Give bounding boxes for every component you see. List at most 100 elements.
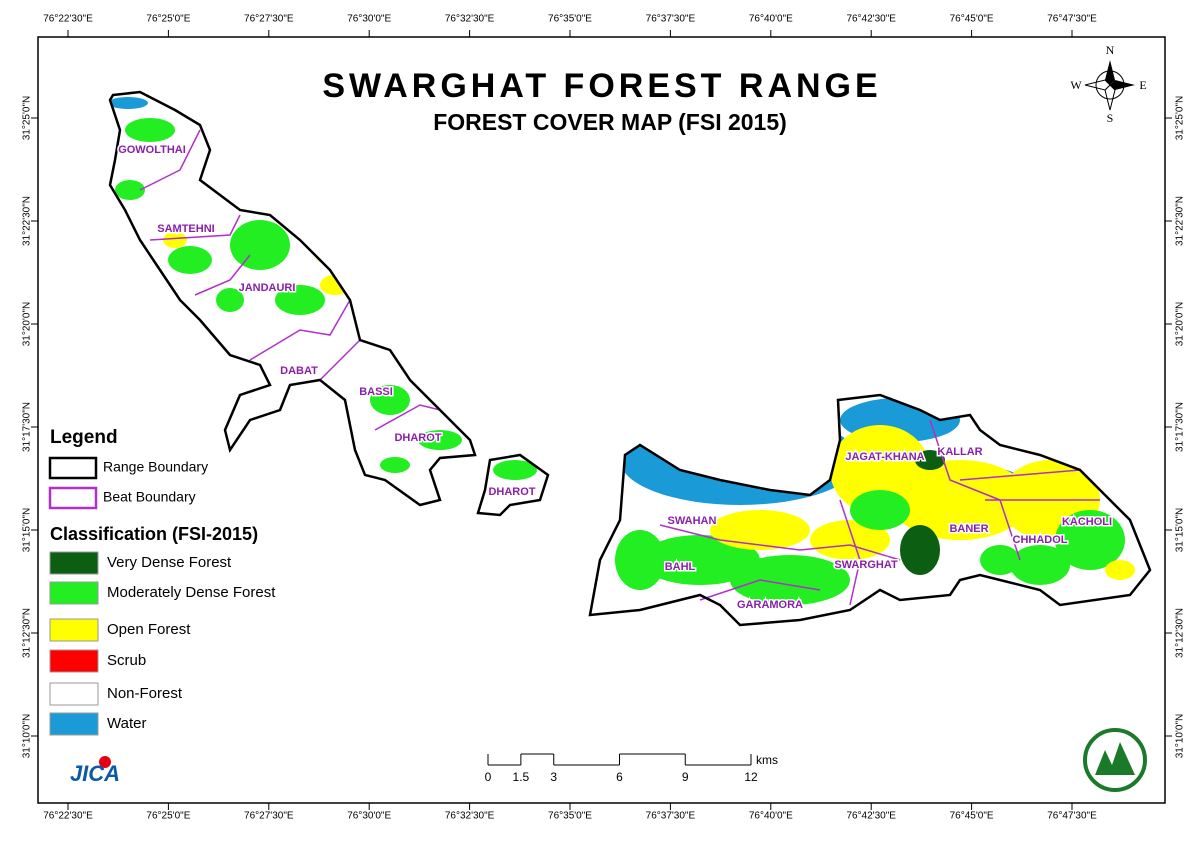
beat-label: GOWOLTHAI <box>118 144 186 156</box>
compass-e: E <box>1139 78 1146 92</box>
longitude-label: 76°32'30"E <box>445 811 495 822</box>
cover-patch <box>810 520 890 560</box>
beat-label: GARAMORA <box>737 599 803 611</box>
longitude-label: 76°25'0"E <box>146 14 190 25</box>
latitude-label: 31°15'0"N <box>1175 508 1186 553</box>
longitude-label: 76°40'0"E <box>749 14 793 25</box>
cover-patch <box>380 457 410 473</box>
longitude-label: 76°32'30"E <box>445 14 495 25</box>
latitude-label: 31°22'30"N <box>1175 196 1186 246</box>
legend-swatch <box>49 649 99 673</box>
cover-patch <box>1010 545 1070 585</box>
beat-label: DHAROT <box>488 486 535 498</box>
cover-patches <box>493 460 537 480</box>
cover-patch <box>1055 510 1125 570</box>
beat-label: BAHL <box>665 561 696 573</box>
longitude-label: 76°22'30"E <box>43 811 93 822</box>
latitude-label: 31°25'0"N <box>1175 96 1186 141</box>
beat-boundary <box>959 469 1081 481</box>
latitude-label: 31°15'0"N <box>22 508 33 553</box>
compass-n: N <box>1106 43 1115 57</box>
range-boundary <box>476 453 550 517</box>
cover-patch <box>850 490 910 530</box>
beat-label: SWAHAN <box>668 515 717 527</box>
compass: N S W E <box>1070 43 1146 125</box>
scale-label: 0 <box>485 770 492 784</box>
legend-label: Water <box>107 715 146 732</box>
cover-patch <box>230 220 290 270</box>
latitude-label: 31°20'0"N <box>1175 302 1186 347</box>
dept-logo <box>1083 728 1147 792</box>
legend-swatch <box>49 618 99 642</box>
cover-patch <box>110 97 148 109</box>
cover-patch <box>493 460 537 480</box>
beat-label: JANDAURI <box>239 282 296 294</box>
cover-patch <box>275 285 325 315</box>
map-subtitle: FOREST COVER MAP (FSI 2015) <box>433 109 787 135</box>
longitude-label: 76°42'30"E <box>846 811 896 822</box>
cover-patch <box>890 460 1030 540</box>
beat-label: JAGAT-KHANA <box>845 451 924 463</box>
legend-swatch <box>49 712 99 736</box>
scale-bar: 0 1.5 3 6 9 12 kms <box>485 753 778 784</box>
latitude-label: 31°12'30"N <box>1175 608 1186 658</box>
beat-boundary <box>839 499 861 606</box>
scale-label: 6 <box>616 770 623 784</box>
beat-label: KACHOLI <box>1062 516 1112 528</box>
cover-patch <box>915 450 945 470</box>
latitude-label: 31°22'30"N <box>22 196 33 246</box>
beat-label: DHAROT <box>394 432 441 444</box>
legend-swatch <box>49 682 99 706</box>
legend-label: Moderately Dense Forest <box>107 584 276 601</box>
cover-patch <box>216 288 244 312</box>
longitude-label: 76°45'0"E <box>950 811 994 822</box>
beat-label: BASSI <box>359 386 393 398</box>
latitude-label: 31°10'0"N <box>1175 714 1186 759</box>
cover-patch <box>168 246 212 274</box>
cover-patch <box>418 430 462 450</box>
longitude-label: 76°22'30"E <box>43 14 93 25</box>
longitude-label: 76°37'30"E <box>646 14 696 25</box>
longitude-label: 76°35'0"E <box>548 14 592 25</box>
latitude-label: 31°25'0"N <box>22 96 33 141</box>
legend-swatch <box>48 486 98 510</box>
cover-patch <box>730 555 850 605</box>
legend-label: Scrub <box>107 652 146 669</box>
longitude-label: 76°30'0"E <box>347 14 391 25</box>
regions: GOWOLTHAI SAMTEHNI JANDAURI DABAT BASSI DHARO… <box>108 90 1152 627</box>
longitude-label: 76°27'30"E <box>244 14 294 25</box>
latitude-label: 31°10'0"N <box>22 714 33 759</box>
longitude-label: 76°40'0"E <box>749 811 793 822</box>
beat-boundary <box>319 339 361 381</box>
legend-swatch <box>48 456 98 480</box>
range-boundary <box>108 90 477 507</box>
legend-label: Open Forest <box>107 621 191 638</box>
beat-label: SWARGHAT <box>834 559 898 571</box>
cover-patch <box>370 385 410 415</box>
beat-boundary <box>139 129 201 191</box>
longitude-label: 76°25'0"E <box>146 811 190 822</box>
scale-unit: kms <box>756 753 778 767</box>
cover-patch <box>163 232 187 248</box>
beat-label: CHHADOL <box>1013 534 1068 546</box>
latitude-label: 31°17'30"N <box>22 402 33 452</box>
beat-boundary <box>699 579 821 601</box>
map-frame <box>37 36 1166 804</box>
legend-label: Very Dense Forest <box>107 554 232 571</box>
cover-patch <box>115 180 145 200</box>
beat-label: SAMTEHNI <box>157 223 214 235</box>
cover-patch <box>900 525 940 575</box>
longitude-label: 76°27'30"E <box>244 811 294 822</box>
scale-label: 12 <box>744 770 758 784</box>
latitude-label: 31°17'30"N <box>1175 402 1186 452</box>
longitude-label: 76°47'30"E <box>1047 14 1097 25</box>
latitude-label: 31°12'30"N <box>22 608 33 658</box>
cover-patch <box>710 510 810 550</box>
beat-label: BANER <box>949 523 988 535</box>
scale-label: 9 <box>682 770 689 784</box>
compass-w: W <box>1070 78 1082 92</box>
longitude-label: 76°45'0"E <box>950 14 994 25</box>
beat-boundary <box>194 254 251 296</box>
legend: Legend Classification (FSI-2015) Range B… <box>48 427 276 736</box>
